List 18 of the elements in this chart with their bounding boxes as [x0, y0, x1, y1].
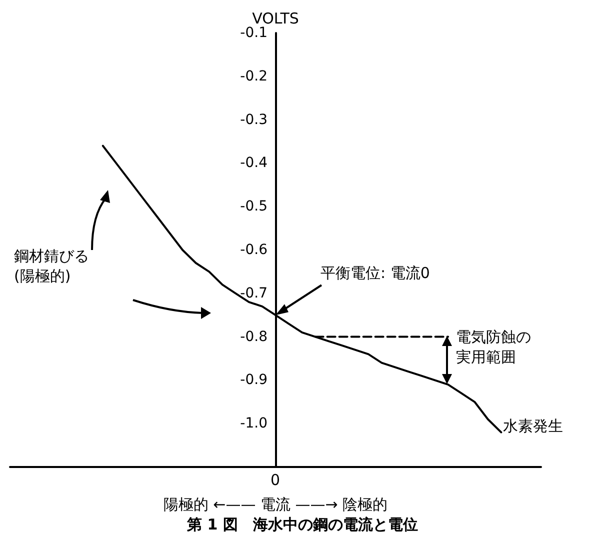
annotation: 水素発生 — [503, 416, 563, 436]
y-tick-label: -0.2 — [240, 68, 268, 84]
y-tick-label: -0.8 — [240, 328, 268, 345]
annotation: 平衡電位: 電流0 — [320, 263, 430, 284]
text: 第 1 図 海水中の鋼の電流と電位 — [186, 516, 418, 534]
y-tick-label: -0.7 — [240, 285, 268, 302]
y-tick-label: -1.0 — [240, 416, 268, 432]
y-tick-label: -0.9 — [240, 372, 268, 388]
y-tick-label: -0.5 — [240, 198, 268, 215]
y-tick-label: -0.6 — [240, 242, 268, 258]
x-axis-title: 陽極的 ←—— 電流 ——→ 陰極的 — [163, 496, 388, 514]
y-tick-label: -0.3 — [240, 112, 268, 128]
y-axis-title: VOLTS — [252, 10, 299, 28]
y-tick-label: -0.1 — [240, 25, 268, 41]
annotation: 鋼材錆びる(陽極的) — [14, 246, 90, 286]
text: 0 — [270, 470, 280, 490]
annotation: 電気防蝕の実用範囲 — [456, 327, 532, 367]
y-tick-label: -0.4 — [240, 155, 268, 172]
